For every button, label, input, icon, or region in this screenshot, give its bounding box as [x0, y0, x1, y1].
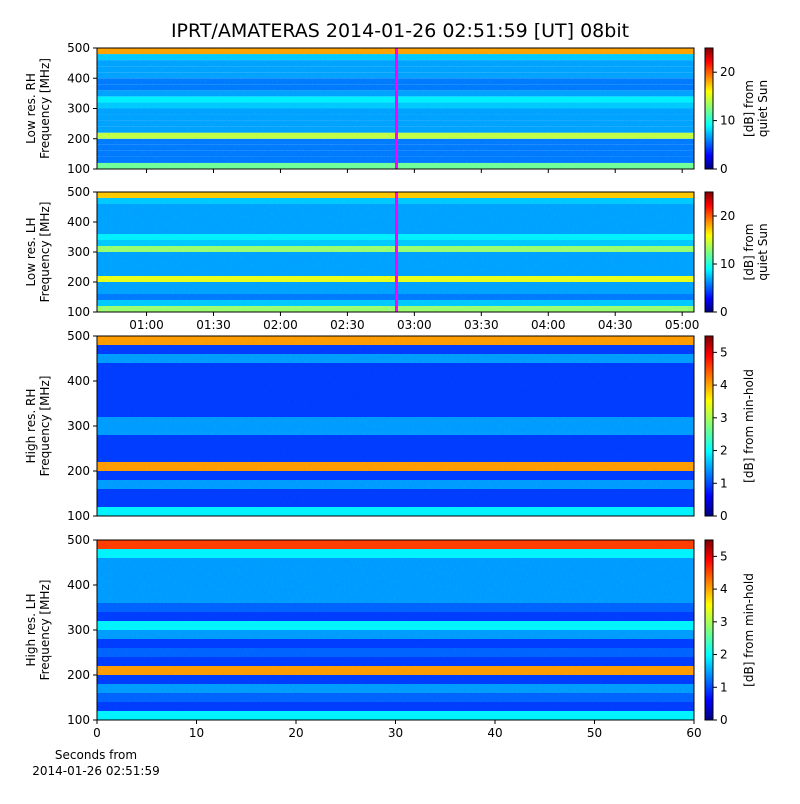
colorbar-tick-label: 3 [720, 615, 728, 629]
y-tick-label: 500 [67, 329, 90, 343]
y-tick-label: 500 [67, 185, 90, 199]
colorbar [704, 47, 714, 170]
colorbar-tick-label: 5 [720, 549, 728, 563]
y-tick-label: 200 [67, 275, 90, 289]
x-tick-label: 02:30 [330, 318, 365, 332]
y-axis-label: High res. RH [24, 389, 38, 464]
x-tick-label: 10 [189, 726, 204, 740]
y-tick-label: 100 [67, 162, 90, 176]
x-tick-label: 01:00 [129, 318, 164, 332]
y-tick-label: 100 [67, 509, 90, 523]
y-tick-label: 500 [67, 41, 90, 55]
y-axis-label: Frequency [MHz] [38, 376, 52, 477]
y-axis-label: High res. LH [24, 593, 38, 666]
x-tick-label: 04:30 [598, 318, 633, 332]
y-tick-label: 400 [67, 374, 90, 388]
x-tick-label: 20 [288, 726, 303, 740]
y-tick-label: 400 [67, 578, 90, 592]
x-tick-label: 60 [686, 726, 701, 740]
colorbar-tick-label: 20 [720, 65, 735, 79]
colorbar-label: quiet Sun [756, 80, 770, 137]
y-axis-label: Frequency [MHz] [38, 202, 52, 303]
colorbar-tick-label: 10 [720, 114, 735, 128]
colorbar-label: [dB] from [742, 224, 756, 281]
y-tick-label: 300 [67, 102, 90, 116]
colorbar-label: [dB] from [742, 80, 756, 137]
y-axis-label: Frequency [MHz] [38, 58, 52, 159]
y-axis-label: Low res. RH [24, 73, 38, 144]
colorbar-label: quiet Sun [756, 223, 770, 280]
x-tick-label: 02:00 [263, 318, 298, 332]
y-tick-label: 400 [67, 215, 90, 229]
colorbar-tick-label: 1 [720, 680, 728, 694]
colorbar [704, 539, 714, 721]
y-tick-label: 200 [67, 464, 90, 478]
x-axis-label: 2014-01-26 02:51:59 [32, 764, 159, 778]
y-axis-label: Low res. LH [24, 217, 38, 286]
colorbar-label: [dB] from min-hold [742, 369, 756, 483]
x-tick-label: 01:30 [196, 318, 231, 332]
colorbar-tick-label: 10 [720, 257, 735, 271]
x-axis-label: Seconds from [55, 748, 137, 762]
y-tick-label: 300 [67, 623, 90, 637]
y-tick-label: 100 [67, 305, 90, 319]
x-tick-label: 03:30 [464, 318, 499, 332]
y-axis-label: Frequency [MHz] [38, 580, 52, 681]
y-tick-label: 400 [67, 71, 90, 85]
noise-texture [97, 540, 694, 720]
figure-title: IPRT/AMATERAS 2014-01-26 02:51:59 [UT] 0… [171, 20, 629, 42]
colorbar [704, 335, 714, 517]
colorbar-tick-label: 20 [720, 209, 735, 223]
y-tick-label: 500 [67, 533, 90, 547]
colorbar-tick-label: 3 [720, 411, 728, 425]
x-tick-label: 03:00 [397, 318, 432, 332]
colorbar-tick-label: 0 [720, 509, 728, 523]
colorbar-tick-label: 4 [720, 582, 728, 596]
colorbar-tick-label: 2 [720, 648, 728, 662]
y-tick-label: 200 [67, 668, 90, 682]
colorbar-tick-label: 0 [720, 713, 728, 727]
y-tick-label: 200 [67, 132, 90, 146]
y-tick-label: 300 [67, 245, 90, 259]
y-tick-label: 100 [67, 713, 90, 727]
x-tick-label: 30 [388, 726, 403, 740]
noise-texture [97, 336, 694, 516]
y-tick-label: 300 [67, 419, 90, 433]
colorbar-tick-label: 0 [720, 305, 728, 319]
x-tick-label: 40 [487, 726, 502, 740]
colorbar-label: [dB] from min-hold [742, 573, 756, 687]
colorbar-tick-label: 2 [720, 444, 728, 458]
colorbar-tick-label: 1 [720, 476, 728, 490]
x-tick-label: 50 [587, 726, 602, 740]
colorbar-tick-label: 4 [720, 378, 728, 392]
colorbar-tick-label: 5 [720, 345, 728, 359]
x-tick-label: 0 [93, 726, 101, 740]
colorbar [704, 191, 714, 313]
x-tick-label: 04:00 [531, 318, 566, 332]
x-tick-label: 05:00 [665, 318, 700, 332]
colorbar-tick-label: 0 [720, 162, 728, 176]
